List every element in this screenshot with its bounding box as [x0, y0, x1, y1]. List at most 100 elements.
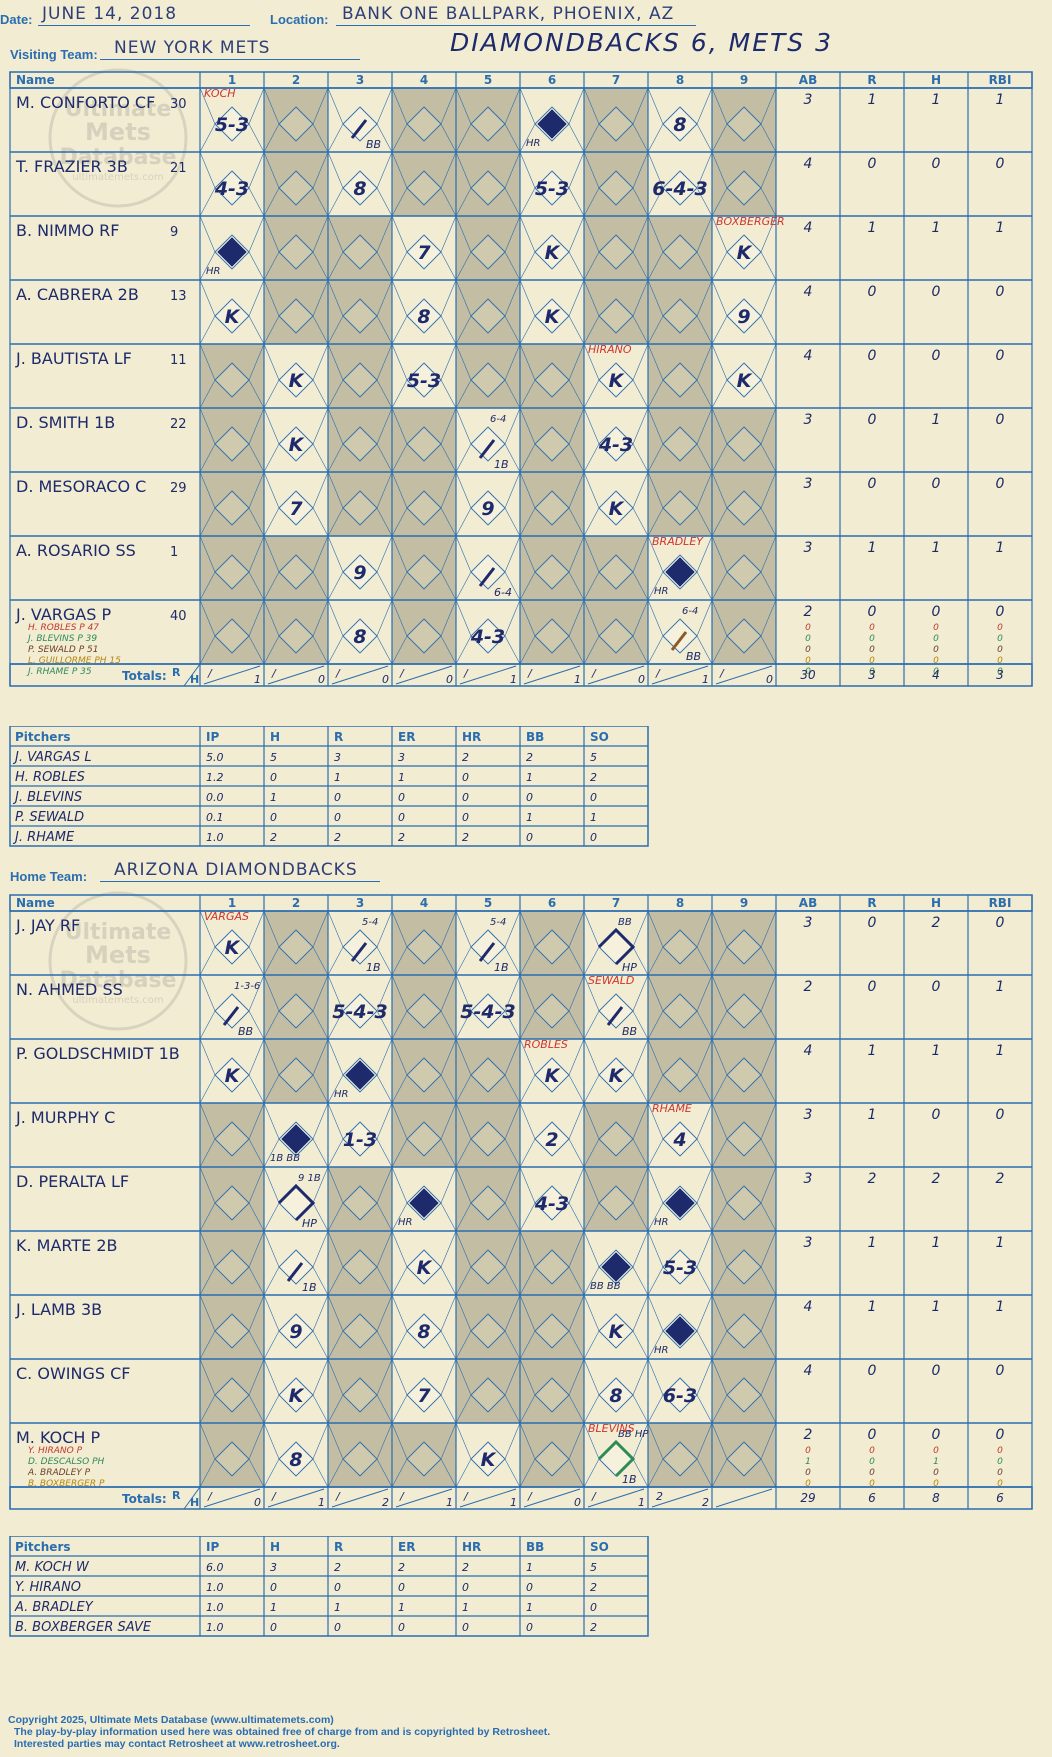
visitors-batter-stat: 1 [932, 412, 941, 428]
visitors-cell-guide [519, 571, 536, 601]
home-cell-guide [519, 1038, 536, 1076]
home-batter-stat: 0 [932, 1107, 941, 1123]
home-base-diamond [278, 1313, 314, 1349]
visitors-cell-guide [519, 635, 536, 665]
home-batter-stat: 1 [996, 1043, 1005, 1059]
home-cell-guide [312, 946, 329, 976]
visitors-base-diamond [342, 618, 378, 654]
visitors-pitcher-stat: 0 [526, 831, 533, 844]
home-cell-guide [327, 1230, 344, 1268]
home-cell-guide [440, 1038, 457, 1076]
home-inning-runs: / [527, 1490, 533, 1503]
visitors-batter-stat: 1 [868, 92, 877, 108]
home-cell-guide [391, 1074, 408, 1104]
home-cell-guide [568, 1266, 585, 1296]
home-cell-guide [248, 1138, 265, 1168]
home-base-diamond [598, 993, 634, 1029]
home-totals-slash [395, 1488, 453, 1508]
visitors-inning-runs: / [335, 667, 341, 680]
visitors-cell-guide [760, 443, 777, 473]
visitors-cell-guide [632, 187, 649, 217]
visitors-cell-guide [199, 507, 216, 537]
home-play-note: BB HP [618, 1429, 649, 1440]
visitors-cell-guide [568, 571, 585, 601]
home-play-result: BB [622, 1025, 637, 1038]
visitors-col-header: 3 [356, 73, 364, 87]
home-cell-guide [312, 1074, 329, 1104]
visitors-batter-name: M. CONFORTO CF [16, 93, 155, 112]
visitors-batter-stat: 1 [932, 540, 941, 556]
home-base-diamond [214, 1377, 250, 1413]
home-cell-guide [391, 1294, 408, 1332]
visitors-cell-guide [711, 407, 728, 445]
home-cell-guide [327, 1266, 344, 1296]
visitors-pitcher-stat: 0 [462, 771, 469, 784]
visitors-cell-guide [248, 251, 265, 281]
home-play-result: 9 [289, 1321, 302, 1343]
visitors-pitcher-name: H. ROBLES [15, 770, 85, 785]
visitors-cell-guide [248, 343, 265, 381]
home-cell-guide [391, 1422, 408, 1460]
home-cell-guide [248, 1230, 265, 1268]
visitors-cell-guide [376, 535, 393, 573]
home-run-scored-diamond [601, 1252, 631, 1282]
visitors-pitcher-stat: 0 [398, 791, 405, 804]
home-cell-guide [632, 910, 649, 948]
home-batter-stat: 1 [868, 1107, 877, 1123]
home-play-result: K [609, 1321, 625, 1343]
home-cell-guide [760, 1294, 777, 1332]
home-cell-guide [519, 1294, 536, 1332]
visitors-base-diamond [406, 106, 442, 142]
visitors-base-diamond [406, 234, 442, 270]
visitors-totals-slash [715, 665, 773, 685]
home-cell-guide [455, 1394, 472, 1424]
visitors-cell-guide [199, 443, 216, 473]
home-sub-stat: 0 [933, 1468, 939, 1478]
home-pitching-header: ER [398, 1540, 415, 1554]
visitors-cell-guide [647, 315, 664, 345]
visitors-cell-guide [391, 87, 408, 125]
visitors-cell-guide [711, 343, 728, 381]
visitors-cell-guide [504, 187, 521, 217]
home-cell-guide [455, 1422, 472, 1460]
visitors-cell-guide [711, 151, 728, 189]
visitors-batter-stat: 0 [996, 348, 1005, 364]
visitors-play-result: 6-4-3 [652, 178, 707, 200]
visitors-sub-stat: 0 [805, 645, 811, 655]
visitors-batter-name: A. CABRERA 2B [16, 285, 139, 304]
home-cell-guide [711, 1166, 728, 1204]
home-base-diamond [214, 929, 250, 965]
visitors-cell-guide [519, 343, 536, 381]
visitors-col-header: 5 [484, 73, 492, 87]
visitors-cell-guide [711, 635, 728, 665]
visitors-base-diamond [406, 554, 442, 590]
home-cell-guide [440, 1330, 457, 1360]
visitors-play-result: 4-3 [214, 178, 249, 200]
visitors-base-diamond [598, 490, 634, 526]
visitors-base-diamond [342, 362, 378, 398]
home-base-diamond [534, 1313, 570, 1349]
visitors-cell-guide [312, 571, 329, 601]
visitors-base-diamond [278, 490, 314, 526]
visitors-run-scored-diamond [537, 109, 567, 139]
visitors-play-result: 5-3 [215, 114, 249, 136]
home-play-result: K [225, 1065, 241, 1087]
home-base-diamond [470, 1249, 506, 1285]
home-base-diamond [406, 1441, 442, 1477]
home-totals-r-label: R [172, 1489, 181, 1502]
home-cell-guide [711, 1266, 728, 1296]
home-base-diamond [278, 1377, 314, 1413]
home-cell-guide [696, 946, 713, 976]
home-cell-guide [711, 1038, 728, 1076]
visitors-cell-guide [568, 315, 585, 345]
home-pitcher-stat: 1 [334, 1601, 341, 1614]
home-cell-guide [312, 1202, 329, 1232]
home-play-result: 8 [609, 1385, 622, 1407]
visitors-base-diamond [342, 106, 378, 142]
home-batter-stat: 1 [996, 1235, 1005, 1251]
home-batter-name: J. LAMB 3B [15, 1300, 102, 1319]
visitors-batter-number: 21 [170, 161, 187, 176]
retrosheet-line: The play-by-play information used here w… [14, 1726, 551, 1738]
home-cell-guide [263, 1202, 280, 1232]
home-pitching-header: SO [590, 1540, 609, 1554]
